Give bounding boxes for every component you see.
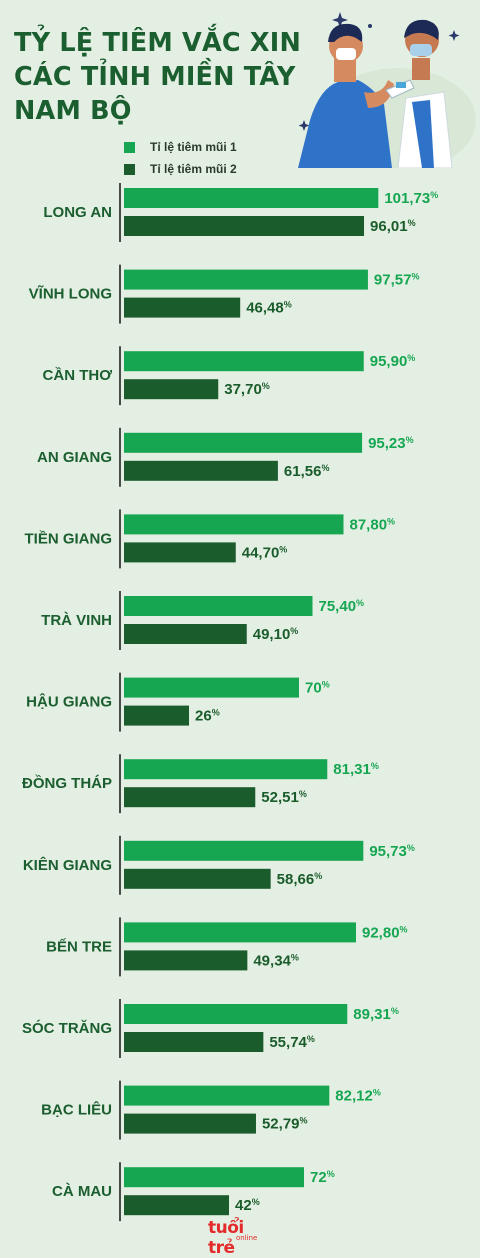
data-label-dose2: 96,01% — [370, 218, 416, 235]
data-label-dose2: 37,70% — [224, 381, 270, 398]
bar-dose1 — [124, 269, 368, 290]
data-label-dose2: 46,48% — [246, 300, 292, 317]
data-label-dose2: 52,79% — [262, 1116, 308, 1133]
category-label: LONG AN — [43, 204, 112, 221]
legend-label-dose1: Tỉ lệ tiêm mũi 1 — [150, 140, 237, 154]
data-label-dose1: 75,40% — [319, 598, 365, 615]
bar-dose1 — [124, 596, 313, 616]
legend-item-dose1: Tỉ lệ tiêm mũi 1 — [124, 136, 237, 158]
data-label-dose2: 44,70% — [242, 544, 288, 561]
title-line-3: NAM BỘ — [14, 96, 132, 126]
legend-swatch-dose1 — [124, 141, 135, 153]
title-line-1: TỶ LỆ TIÊM VẮC XIN — [14, 28, 301, 58]
data-label-dose1: 87,80% — [350, 516, 396, 533]
bar-dose2 — [124, 1195, 229, 1216]
bar-dose1 — [124, 1085, 330, 1106]
bar-dose1 — [124, 188, 379, 208]
data-label-dose2: 49,34% — [253, 952, 299, 969]
logo-subtext: online — [236, 1234, 258, 1242]
category-label: VĨNH LONG — [29, 285, 112, 303]
category-label: AN GIANG — [37, 449, 112, 466]
bar-dose1 — [124, 1004, 348, 1024]
bar-dose1 — [124, 514, 344, 535]
bar-dose2 — [124, 787, 256, 808]
data-label-dose2: 58,66% — [277, 871, 323, 888]
bar-dose2 — [124, 705, 189, 726]
legend: Tỉ lệ tiêm mũi 1 Tỉ lệ tiêm mũi 2 — [124, 136, 237, 180]
bar-dose1 — [124, 840, 364, 861]
bar-dose2 — [124, 1032, 264, 1052]
category-label: CÀ MAU — [52, 1183, 112, 1200]
bar-dose2 — [124, 297, 241, 318]
bar-dose2 — [124, 868, 271, 889]
bar-dose2 — [124, 1113, 256, 1134]
bar-dose1 — [124, 759, 328, 780]
data-label-dose1: 82,12% — [335, 1088, 381, 1105]
data-label-dose2: 61,56% — [284, 463, 330, 480]
bar-dose2 — [124, 216, 365, 236]
bar-dose2 — [124, 460, 278, 481]
data-label-dose1: 95,73% — [369, 843, 415, 860]
vaccination-illustration — [298, 12, 476, 168]
data-label-dose1: 95,23% — [368, 435, 414, 452]
bar-dose1 — [124, 1167, 304, 1188]
title-line-2: CÁC TỈNH MIỀN TÂY — [14, 62, 296, 92]
legend-label-dose2: Tỉ lệ tiêm mũi 2 — [150, 162, 237, 176]
bar-dose1 — [124, 677, 299, 698]
data-label-dose1: 97,57% — [374, 272, 420, 289]
data-label-dose1: 81,31% — [333, 761, 379, 778]
data-label-dose1: 101,73% — [384, 190, 438, 207]
data-label-dose2: 55,74% — [269, 1034, 315, 1051]
data-label-dose1: 95,90% — [370, 353, 416, 370]
category-label: HẬU GIANG — [26, 693, 112, 711]
category-label: TIỀN GIANG — [24, 530, 112, 547]
data-label-dose1: 92,80% — [362, 924, 408, 941]
category-label: BẠC LIÊU — [41, 1101, 112, 1119]
data-label-dose1: 89,31% — [353, 1006, 399, 1023]
data-label-dose2: 42% — [235, 1197, 260, 1214]
data-label-dose1: 72% — [310, 1169, 335, 1186]
data-label-dose1: 70% — [305, 680, 330, 697]
bar-dose2 — [124, 950, 248, 971]
legend-swatch-dose2 — [124, 163, 135, 175]
category-label: KIÊN GIANG — [23, 856, 112, 874]
data-label-dose2: 26% — [195, 708, 220, 725]
tuoi-tre-logo: tuổi trẻ online — [208, 1218, 270, 1258]
category-label: ĐỒNG THÁP — [22, 774, 112, 792]
category-label: TRÀ VINH — [41, 612, 112, 629]
data-label-dose2: 52,51% — [261, 789, 307, 806]
category-label: CẦN THƠ — [43, 367, 113, 384]
chart-title: TỶ LỆ TIÊM VẮC XIN CÁC TỈNH MIỀN TÂY NAM… — [14, 26, 314, 128]
data-label-dose2: 49,10% — [253, 626, 299, 643]
bar-dose1 — [124, 432, 363, 453]
category-label: SÓC TRĂNG — [22, 1019, 112, 1037]
bar-dose2 — [124, 542, 236, 563]
bar-dose1 — [124, 351, 364, 372]
bar-dose2 — [124, 624, 247, 644]
bar-dose1 — [124, 922, 356, 943]
bar-dose2 — [124, 379, 219, 400]
category-label: BẾN TRE — [46, 938, 112, 955]
legend-item-dose2: Tỉ lệ tiêm mũi 2 — [124, 158, 237, 180]
